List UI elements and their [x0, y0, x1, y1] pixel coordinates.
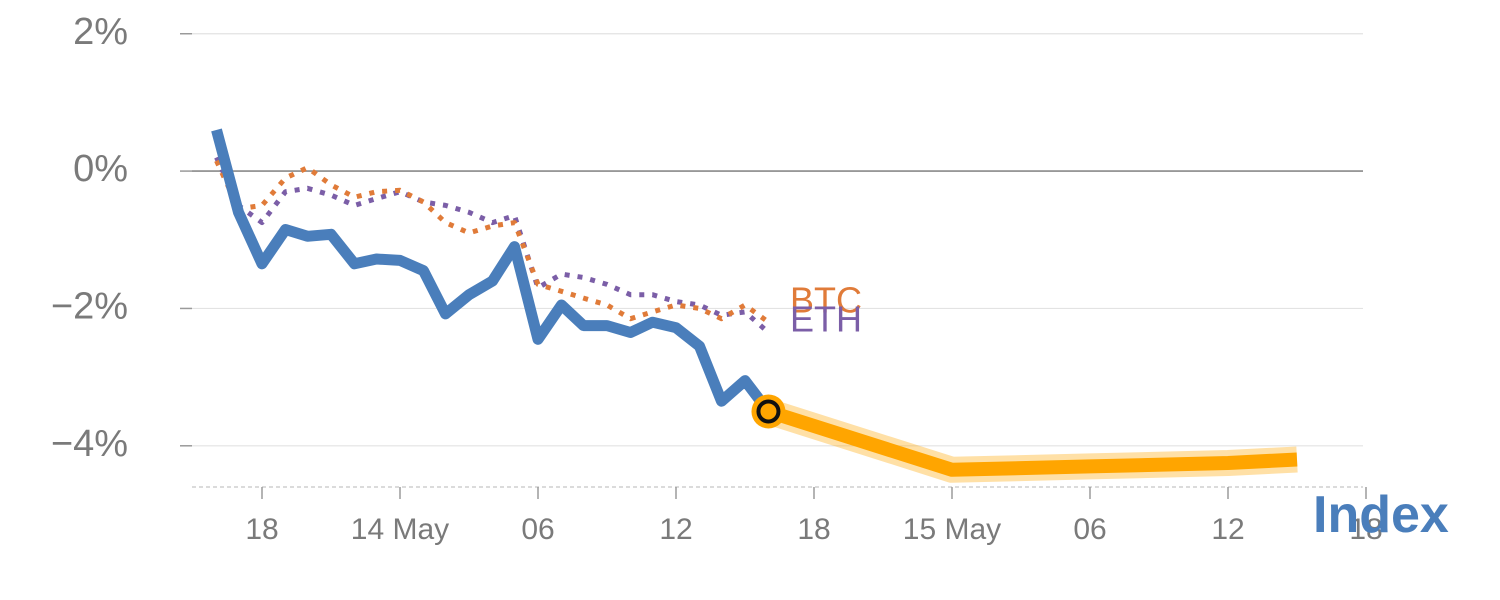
axis-layer: 2% 0% −2% −4% 18 14 May 06 12 18 15 May 06 12 18	[51, 11, 1383, 546]
y-tick-label: −4%	[51, 423, 128, 465]
eth-series-label: ETH	[790, 299, 862, 340]
y-tick-label: −2%	[51, 285, 128, 327]
y-tick-label: 2%	[73, 11, 128, 53]
btc-series-line	[214, 159, 770, 325]
series-layer	[211, 128, 1298, 483]
x-tick-label: 06	[521, 513, 554, 546]
index-series-label: Index	[1313, 486, 1449, 544]
x-tick-label: 18	[245, 513, 278, 546]
grid-layer	[192, 33, 1363, 447]
x-tick-label: 18	[797, 513, 830, 546]
x-tick-label: 18	[1349, 513, 1382, 546]
x-tick-label: 12	[659, 513, 692, 546]
forecast-series-line	[766, 404, 1298, 477]
x-tick-label: 14 May	[351, 513, 449, 546]
eth-series-line	[214, 156, 771, 335]
x-tick-label: 15 May	[903, 513, 1001, 546]
index-series-line	[211, 128, 773, 415]
x-tick-label: 12	[1211, 513, 1244, 546]
current-point-marker	[756, 399, 781, 424]
x-tick-label: 06	[1073, 513, 1106, 546]
y-tick-label: 0%	[73, 148, 128, 190]
btc-series-label: BTC	[790, 280, 862, 321]
